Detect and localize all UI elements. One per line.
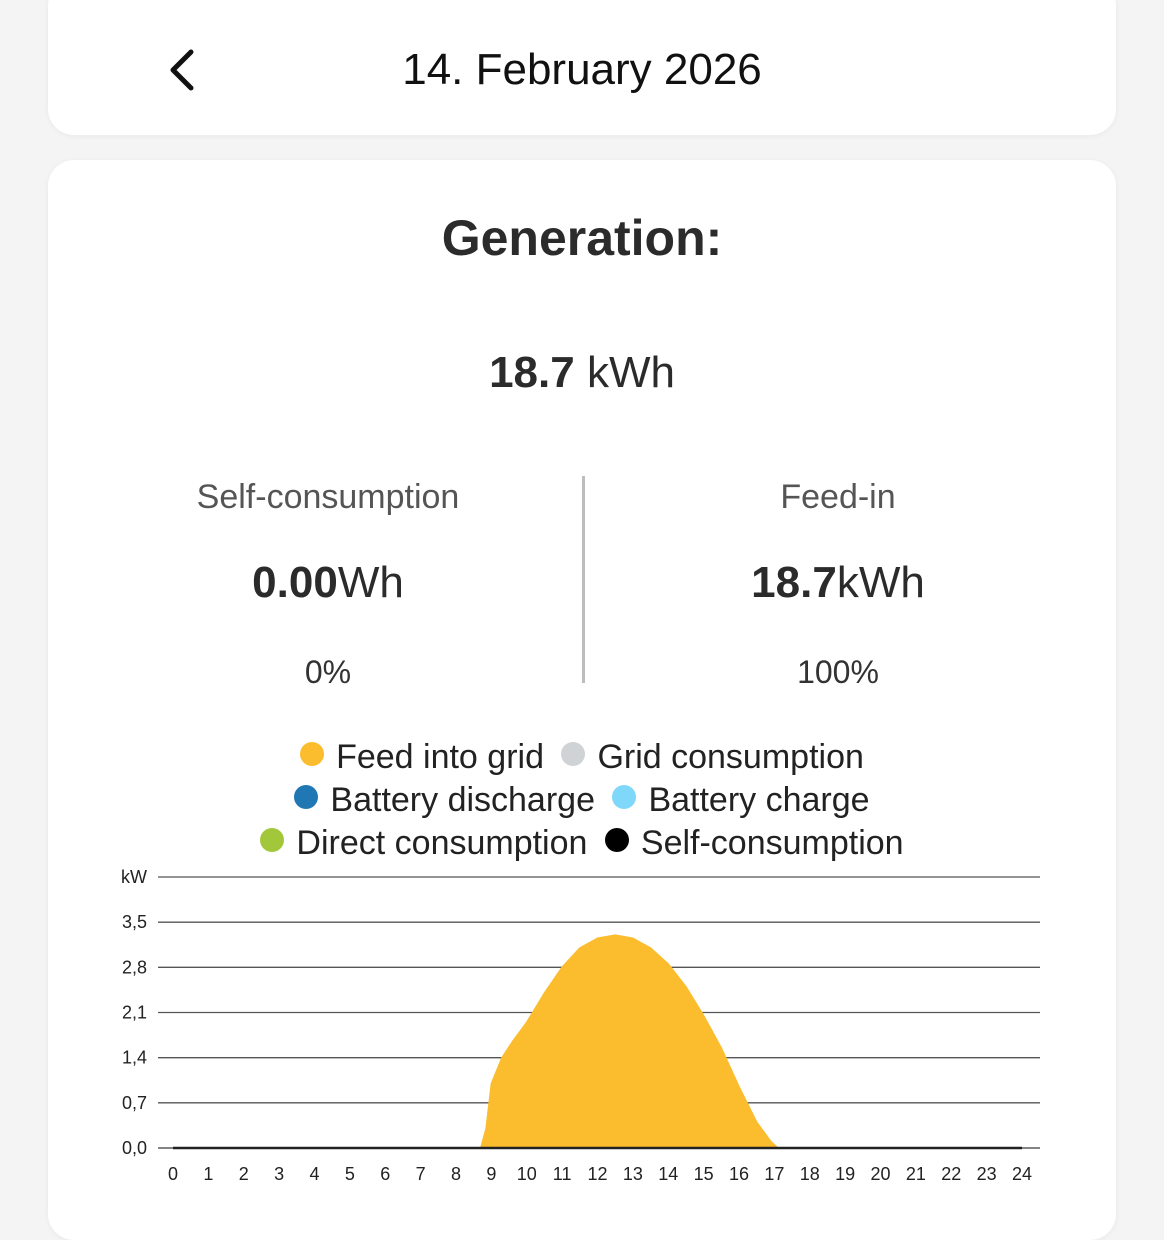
legend-item-battery-charge[interactable]: Battery charge	[612, 779, 870, 822]
generation-title: Generation:	[441, 210, 723, 266]
series-area-feed-into-grid	[172, 934, 1023, 1149]
legend-label: Direct consumption	[296, 824, 588, 862]
y-tick-label: 0,0	[122, 1138, 147, 1158]
legend-item-feed-into-grid[interactable]: Feed into grid	[300, 736, 544, 779]
back-button[interactable]	[158, 44, 206, 96]
y-tick-label: 0,7	[122, 1093, 147, 1113]
legend-label: Feed into grid	[336, 738, 544, 776]
x-tick-label: 7	[416, 1164, 426, 1184]
x-tick-label: 16	[729, 1164, 749, 1184]
legend-item-battery-discharge[interactable]: Battery discharge	[294, 779, 595, 822]
y-tick-label: 3,5	[122, 912, 147, 932]
stat-divider	[582, 476, 585, 683]
x-tick-label: 19	[835, 1164, 855, 1184]
legend-dot	[561, 742, 586, 766]
self-consumption-percent: 0%	[304, 654, 352, 690]
feed-in-label: Feed-in	[780, 478, 896, 516]
x-tick-label: 18	[800, 1164, 820, 1184]
x-tick-label: 8	[451, 1164, 461, 1184]
x-tick-label: 0	[168, 1164, 178, 1184]
legend-item-self-consumption[interactable]: Self-consumption	[604, 822, 904, 865]
x-tick-label: 14	[658, 1164, 678, 1184]
x-tick-label: 12	[587, 1164, 607, 1184]
x-tick-label: 20	[870, 1164, 890, 1184]
x-tick-label: 9	[486, 1164, 496, 1184]
self-consumption-label: Self-consumption	[196, 478, 460, 516]
legend-label: Battery charge	[648, 781, 870, 819]
feed-in-percent: 100%	[797, 654, 879, 690]
y-tick-label: 2,1	[122, 1003, 147, 1023]
legend-row: Feed into grid Grid consumption	[60, 736, 1104, 779]
legend-label: Grid consumption	[597, 738, 864, 776]
feed-in-unit: kWh	[836, 558, 925, 607]
x-tick-label: 23	[977, 1164, 997, 1184]
x-tick-label: 5	[345, 1164, 355, 1184]
x-tick-label: 6	[380, 1164, 390, 1184]
legend-label: Battery discharge	[330, 781, 595, 819]
x-tick-label: 10	[517, 1164, 537, 1184]
x-tick-label: 3	[274, 1164, 284, 1184]
self-consumption-stat: Self-consumption 0.00Wh 0%	[118, 476, 538, 692]
page-title: 14. February 2026	[402, 45, 762, 94]
legend-dot	[260, 828, 285, 852]
self-consumption-unit: Wh	[337, 558, 404, 607]
legend-row: Direct consumption Self-consumption	[60, 822, 1104, 865]
legend-item-grid-consumption[interactable]: Grid consumption	[561, 736, 864, 779]
legend-label: Self-consumption	[640, 824, 904, 862]
self-consumption-value: 0.00	[252, 558, 338, 607]
x-tick-label: 2	[239, 1164, 249, 1184]
generation-total-unit: kWh	[586, 348, 675, 397]
chart-legend: Feed into grid Grid consumption Battery …	[60, 736, 1104, 865]
x-tick-label: 1	[203, 1164, 213, 1184]
chevron-left-icon	[170, 49, 194, 91]
x-tick-label: 4	[309, 1164, 319, 1184]
legend-dot	[294, 785, 319, 809]
legend-row: Battery discharge Battery charge	[60, 779, 1104, 822]
self-consumption-value-row: 0.00Wh	[118, 558, 538, 608]
feed-in-value-row: 18.7kWh	[628, 558, 1048, 608]
x-tick-label: 21	[906, 1164, 926, 1184]
generation-total-value: 18.7	[489, 348, 575, 397]
x-tick-label: 15	[694, 1164, 714, 1184]
generation-total: 18.7 kWh	[0, 347, 1164, 399]
legend-item-direct-consumption[interactable]: Direct consumption	[260, 822, 587, 865]
legend-dot	[604, 828, 629, 852]
y-tick-label: 1,4	[122, 1048, 147, 1068]
feed-in-stat: Feed-in 18.7kWh 100%	[628, 476, 1048, 692]
legend-dot	[612, 785, 637, 809]
y-tick-label: 2,8	[122, 957, 147, 977]
legend-dot	[300, 742, 325, 766]
y-axis-unit: kW	[121, 867, 147, 887]
x-tick-label: 13	[623, 1164, 643, 1184]
x-tick-label: 17	[764, 1164, 784, 1184]
x-tick-label: 22	[941, 1164, 961, 1184]
x-tick-label: 24	[1012, 1164, 1032, 1184]
x-tick-label: 11	[553, 1164, 572, 1184]
feed-in-value: 18.7	[751, 558, 837, 607]
header-card	[48, 0, 1116, 135]
